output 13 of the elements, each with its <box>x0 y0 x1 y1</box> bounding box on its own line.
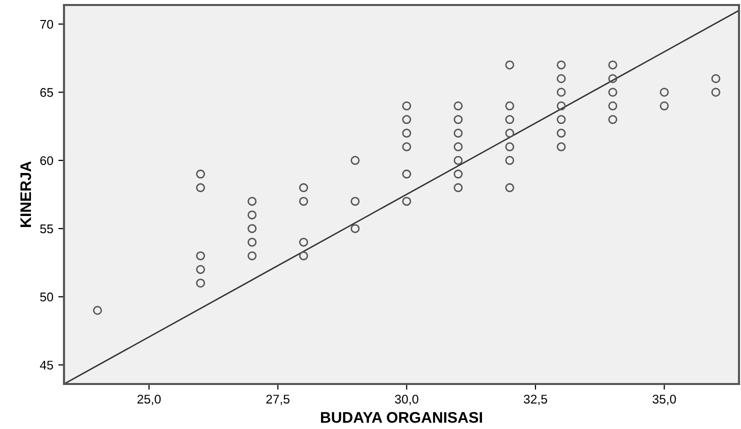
x-tick-label: 32,5 <box>524 394 548 406</box>
x-tick-label: 35,0 <box>652 394 676 406</box>
x-tick-label: 25,0 <box>137 394 161 406</box>
y-tick-label: 50 <box>40 292 54 302</box>
x-axis-title: BUDAYA ORGANISASI <box>321 412 482 423</box>
y-tick-label: 45 <box>40 360 54 370</box>
y-tick-label: 70 <box>40 20 54 29</box>
y-tick-label: 60 <box>40 156 54 166</box>
x-tick-label: 27,5 <box>266 394 290 406</box>
y-tick-label: 65 <box>40 88 54 97</box>
y-tick-label: 55 <box>40 224 54 234</box>
y-axis-title: KINERJA <box>20 161 32 228</box>
x-tick-label: 30,0 <box>394 394 418 406</box>
